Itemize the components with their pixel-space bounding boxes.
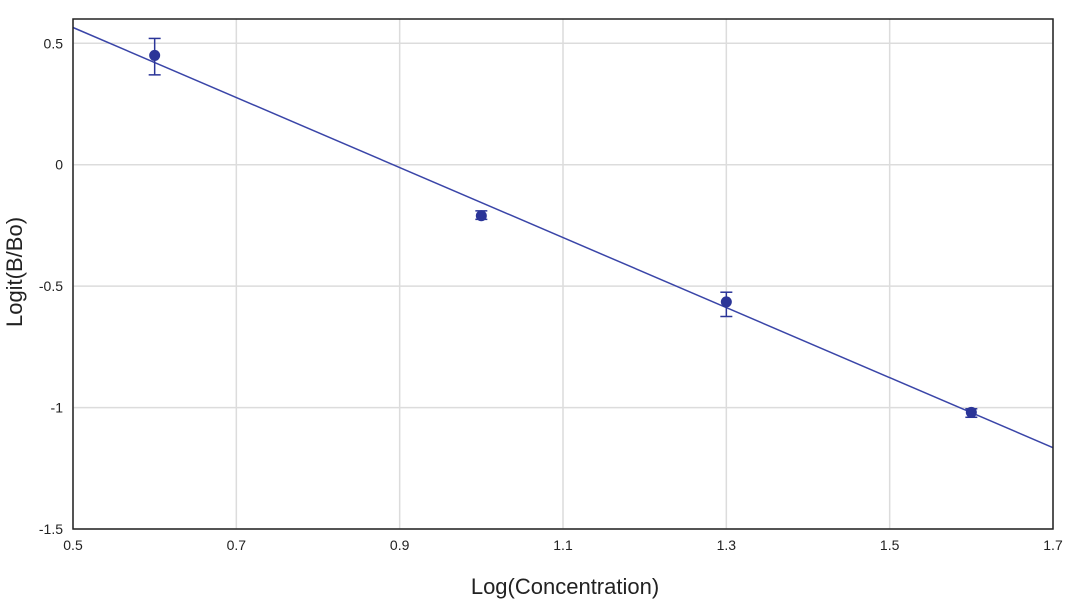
x-axis-title: Log(Concentration) [471, 574, 659, 599]
y-axis-ticks: 0.5 0 -0.5 -1 -1.5 [39, 35, 63, 537]
x-tick-label: 0.5 [63, 537, 83, 553]
x-tick-label: 0.9 [390, 537, 410, 553]
x-axis-ticks: 0.5 0.7 0.9 1.1 1.3 1.5 1.7 [63, 537, 1063, 553]
data-point [475, 210, 487, 222]
fit-line [72, 26, 1054, 449]
data-point-group [148, 37, 161, 76]
y-tick-label: -0.5 [39, 278, 63, 294]
y-tick-label: 0.5 [44, 35, 64, 51]
fit-line-group [72, 26, 1054, 449]
y-tick-label: -1.5 [39, 521, 63, 537]
y-axis-title: Logit(B/Bo) [2, 217, 27, 327]
y-tick-label: 0 [55, 157, 63, 173]
data-point [965, 406, 977, 418]
data-points [148, 37, 978, 419]
x-tick-label: 1.5 [880, 537, 900, 553]
data-point [149, 49, 161, 61]
data-point-group [475, 210, 488, 222]
data-point-group [720, 291, 733, 318]
grid [72, 19, 1054, 530]
x-tick-label: 1.7 [1043, 537, 1063, 553]
x-tick-label: 1.3 [717, 537, 737, 553]
data-point [720, 296, 732, 308]
x-tick-label: 0.7 [227, 537, 247, 553]
y-tick-label: -1 [51, 400, 64, 416]
x-tick-label: 1.1 [553, 537, 573, 553]
data-point-group [965, 406, 978, 419]
plot-frame [72, 18, 1054, 530]
